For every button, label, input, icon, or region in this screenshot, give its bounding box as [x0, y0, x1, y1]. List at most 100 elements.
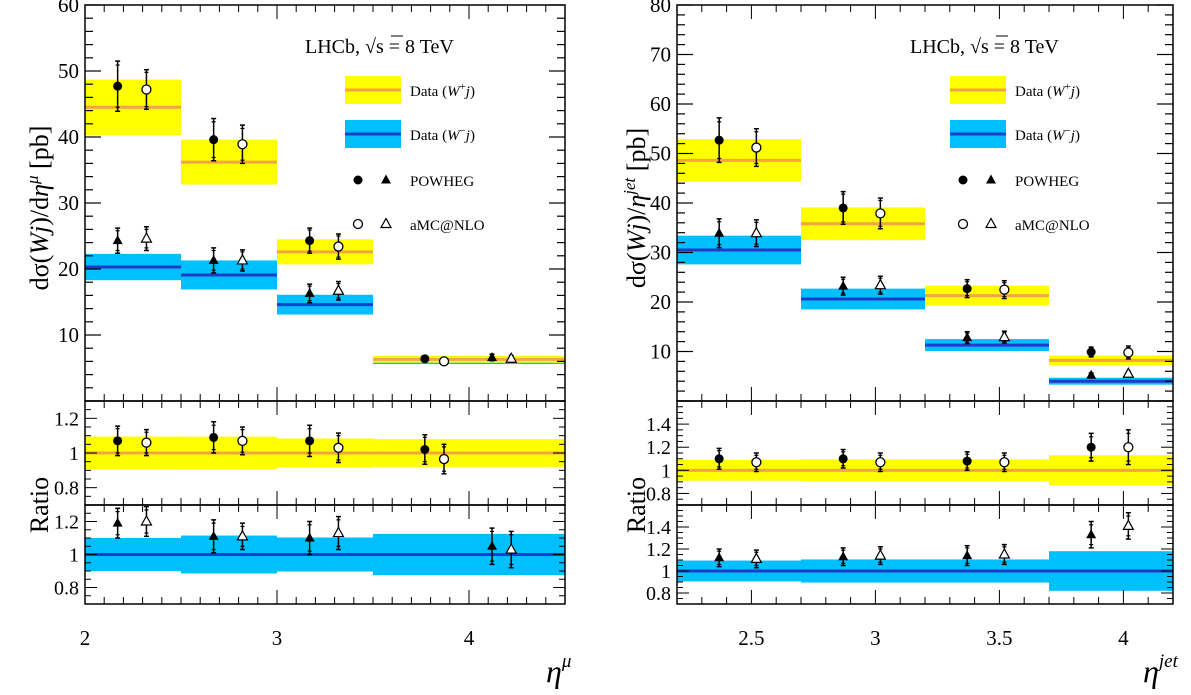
chart-title-energy: = 8 TeV	[989, 36, 1060, 58]
eta-mu-panel: 10 20 30 40 50 60 0.8 1 1.2 0.8 1 1.2 2 3 4 dσ(Wj)/dημ …	[23, 0, 571, 689]
ratio-powheg-wminus-point-3	[487, 540, 498, 550]
y-tick-label: 80	[650, 0, 671, 17]
amc-wplus-point-1	[875, 208, 886, 219]
legend-wminus-w: W	[447, 128, 461, 144]
powheg-wplus-point-2	[305, 236, 315, 246]
ratio-powheg-wplus-point-0	[714, 454, 724, 464]
y-axis-label-eta: η	[25, 184, 54, 197]
ratio-powheg-wminus-point-0	[112, 517, 123, 527]
chart-title-sqrt: √	[970, 36, 981, 58]
ratio-amc-wplus-point-3	[438, 453, 450, 465]
legend-wminus-pre: Data (	[1015, 128, 1052, 144]
ratio-amc-wminus-point-2	[998, 547, 1011, 559]
legend-wminus-post: )	[470, 128, 475, 144]
x-axis-label-eta: η	[546, 653, 562, 689]
main-pad	[677, 117, 1173, 385]
amc-wplus-point-0	[751, 142, 762, 153]
ratio-powheg-wminus-point-0	[714, 552, 725, 562]
chart-title-prefix: LHCb,	[910, 36, 970, 58]
x-tick-label: 3	[272, 626, 283, 650]
legend-powheg-label: POWHEG	[410, 174, 474, 190]
legend-wplus-label: Data (W+j)	[410, 81, 475, 100]
ratio-amc-wminus-point-1	[874, 548, 887, 560]
ratio-amc-wminus-point-3	[505, 542, 518, 554]
legend-wplus-sup: +	[1065, 81, 1071, 93]
y-axis-label-j: j	[622, 224, 651, 234]
y-axis-label: dσ(Wj)/dημ [pb]	[23, 126, 54, 291]
powheg-wminus-point-3	[487, 351, 498, 361]
ratio-powheg-wminus-point-2	[304, 532, 315, 542]
chart-title-s: s	[981, 36, 989, 58]
chart-title: LHCb, √s = 8 TeV	[910, 36, 1059, 58]
legend-amc-circle	[957, 218, 969, 230]
ratio-amc-wminus-point-3	[1122, 519, 1135, 531]
amc-wminus-point-1	[236, 253, 249, 265]
ratio-powheg-wplus-point-3	[1086, 442, 1096, 452]
ratio-wminus-pad	[677, 511, 1173, 591]
amc-wplus-point-1	[237, 139, 248, 150]
ratio-wminus-y-tick-label: 1	[69, 545, 79, 567]
ratio-wminus-pad	[85, 505, 565, 576]
ratio-wplus-y-tick-label: 0.8	[646, 483, 671, 505]
y-axis-label-eta: η	[622, 195, 651, 208]
ratio-amc-wplus-point-0	[141, 437, 152, 448]
powheg-wplus-point-2	[962, 284, 972, 294]
ratio-axis-label: Ratio	[622, 477, 651, 533]
powheg-wminus-point-2	[962, 332, 973, 342]
ratio-axis-label: Ratio	[25, 477, 54, 533]
ratio-amc-wplus-point-2	[999, 457, 1010, 468]
main-frame	[84, 4, 566, 402]
powheg-wminus-point-2	[304, 287, 315, 297]
ratio-amc-wplus-point-1	[875, 457, 886, 468]
ratio-wminus-y-tick-label: 0.8	[646, 583, 671, 605]
ratio-powheg-wplus-point-1	[209, 432, 219, 442]
y-tick-label: 30	[58, 191, 79, 215]
ratio-amc-wminus-point-2	[332, 526, 345, 538]
ratio-amc-wminus-point-0	[140, 514, 153, 526]
x-tick-label: 2	[80, 626, 91, 650]
y-tick-label: 50	[650, 142, 671, 166]
main-pad	[85, 60, 565, 367]
powheg-wplus-point-0	[714, 135, 724, 145]
ratio-wminus-y-tick-label: 1	[661, 561, 671, 583]
ratio-wplus-frame	[676, 400, 1174, 506]
amc-wminus-point-2	[998, 330, 1011, 342]
amc-wplus-point-2	[333, 241, 344, 252]
axes: 10 20 30 40 50 60 0.8 1 1.2 0.8 1 1.2 2 3 4	[54, 0, 566, 650]
powheg-wplus-point-1	[209, 135, 219, 145]
ratio-amc-wminus-point-1	[236, 529, 249, 541]
legend-wminus-sup: −	[460, 125, 466, 137]
powheg-wplus-point-3	[420, 354, 430, 364]
ratio-powheg-wplus-point-2	[305, 436, 315, 446]
legend-wminus-j: j	[1069, 128, 1075, 144]
ratio-wplus-pad	[85, 421, 565, 475]
ratio-amc-wminus-point-0	[750, 552, 763, 564]
x-axis-label-sup: jet	[1156, 651, 1179, 672]
chart-title-s: s	[376, 36, 384, 58]
legend-powheg-triangle	[381, 174, 391, 184]
y-axis-label-w: W	[25, 231, 54, 255]
legend-wplus-j: j	[464, 84, 470, 100]
ratio-wplus-y-tick-label: 1.2	[54, 408, 79, 430]
ratio-wminus-y-tick-label: 1.2	[54, 512, 79, 534]
y-axis-label-sup: jet	[620, 176, 639, 196]
y-axis-label-unit: [pb]	[622, 128, 651, 178]
powheg-wplus-point-0	[113, 81, 123, 91]
ratio-amc-wplus-point-3	[1123, 442, 1134, 453]
y-tick-label: 20	[650, 290, 671, 314]
y-axis-label-text: )/	[622, 207, 651, 224]
y-tick-label: 60	[58, 0, 79, 17]
y-tick-label: 40	[58, 125, 79, 149]
legend-powheg-triangle	[986, 174, 996, 184]
ratio-powheg-wminus-point-2	[962, 550, 973, 560]
ratio-wplus-y-tick-label: 1	[661, 460, 671, 482]
chart-title-sqrt: √	[365, 36, 376, 58]
y-axis-label-w: W	[622, 228, 651, 252]
amc-wplus-point-3	[438, 356, 450, 367]
amc-wminus-point-1	[874, 278, 887, 290]
ratio-powheg-wplus-point-0	[113, 436, 123, 446]
